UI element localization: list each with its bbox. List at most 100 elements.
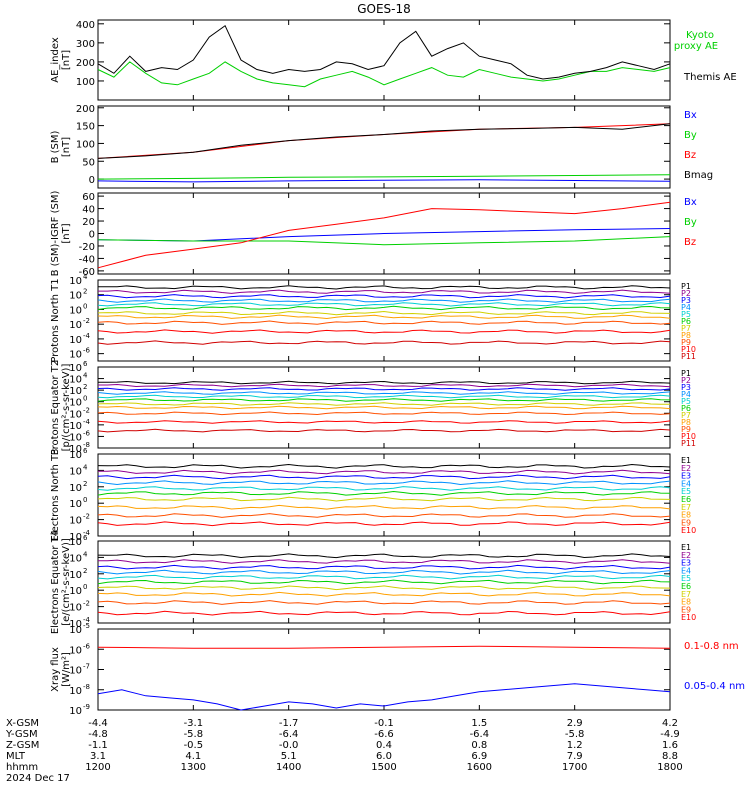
channel-label: P1: [681, 282, 691, 291]
channel-line: [97, 490, 671, 496]
y-tick-exponent: 0: [83, 583, 87, 591]
channel-line: [97, 600, 671, 605]
channel-label: P3: [681, 296, 691, 305]
channel-label: P9: [681, 338, 691, 347]
series-line: [97, 24, 671, 80]
y-tick-exponent: 0: [83, 496, 87, 504]
channel-line: [97, 298, 671, 303]
y-tick-label: 10: [69, 432, 82, 443]
x-row-value: -0.0: [279, 740, 299, 751]
channel-line: [97, 387, 671, 391]
channel-line: [97, 513, 671, 518]
channel-label: P5: [681, 310, 691, 319]
x-row-value: -0.1: [374, 718, 394, 729]
channel-line: [97, 305, 671, 311]
channel-line: [97, 585, 671, 591]
channel-label: E7: [681, 590, 691, 599]
x-row-value: 1.2: [567, 740, 583, 751]
x-row-value: -4.9: [660, 729, 680, 740]
series-line: [97, 61, 671, 88]
y-tick-label: 10: [69, 421, 82, 432]
panel-frame: [97, 540, 671, 624]
y-tick-label: 10: [69, 666, 82, 677]
channel-label: E10: [681, 613, 696, 622]
channel-line: [97, 474, 671, 480]
channel-line: [97, 310, 671, 316]
series-line: [97, 683, 671, 711]
channel-line: [98, 289, 671, 294]
legend-entry: By: [684, 130, 697, 141]
channel-label: P7: [681, 324, 691, 333]
y-tick-label: 10: [69, 625, 82, 636]
y-tick-label: 10: [69, 619, 82, 630]
channel-line: [97, 574, 671, 580]
y-tick-label: 10: [69, 466, 82, 477]
y-tick-exponent: 6: [83, 447, 88, 455]
y-tick-label: 300: [76, 39, 95, 50]
y-axis-unit: [W/m²]: [61, 652, 72, 687]
y-tick-exponent: 2: [83, 288, 87, 296]
series-line: [97, 645, 671, 649]
y-tick-label: 10: [69, 444, 82, 455]
x-row-value: 4.2: [662, 718, 678, 729]
channel-label: P10: [681, 432, 696, 441]
y-tick-label: 10: [69, 398, 82, 409]
chart-title: GOES-18: [357, 2, 411, 16]
legend-entry: proxy AE: [674, 41, 718, 52]
channel-label: E9: [681, 518, 691, 527]
channel-label: P6: [681, 404, 691, 413]
channel-line: [97, 553, 671, 559]
y-axis-label: Electrons Equator T4: [50, 530, 61, 634]
x-row-value: -6.6: [374, 729, 394, 740]
channel-label: P10: [681, 345, 696, 354]
x-row-value: 1.5: [471, 718, 487, 729]
y-tick-label: 10: [69, 570, 82, 581]
x-row-value: 6.0: [376, 751, 392, 762]
channel-label: E10: [681, 526, 696, 535]
channel-line: [97, 486, 671, 491]
channel-line: [97, 496, 671, 502]
y-tick-exponent: -6: [83, 429, 91, 437]
y-tick-label: 10: [69, 516, 82, 527]
channel-label: P8: [681, 418, 691, 427]
channel-line: [97, 320, 671, 325]
y-axis-label: AE_index: [50, 37, 61, 83]
y-axis-label: B (SM): [50, 130, 61, 163]
y-tick-label: 10: [69, 276, 82, 287]
x-row-value: -4.4: [88, 718, 108, 729]
y-tick-label: 10: [69, 499, 82, 510]
channel-line: [97, 591, 671, 597]
x-row-value: 4.1: [185, 751, 201, 762]
y-tick-label: 10: [69, 603, 82, 614]
channel-label: E6: [681, 495, 691, 504]
y-tick-label: 150: [76, 122, 95, 133]
x-row-value: 1700: [562, 762, 587, 773]
x-row-label: X-GSM: [6, 718, 39, 729]
x-row-value: 5.1: [281, 751, 297, 762]
channel-label: P6: [681, 317, 691, 326]
x-row-value: 1.6: [662, 740, 678, 751]
y-tick-exponent: -8: [83, 441, 90, 449]
y-tick-label: 100: [76, 77, 95, 88]
channel-label: E6: [681, 582, 691, 591]
y-tick-label: 10: [69, 386, 82, 397]
channel-label: E4: [681, 566, 691, 575]
channel-label: E2: [681, 464, 691, 473]
series-line: [97, 236, 671, 246]
panel-frame: [97, 628, 671, 711]
y-tick-label: 10: [69, 537, 82, 548]
series-line: [97, 179, 671, 183]
y-tick-label: 10: [69, 450, 82, 461]
x-row-value: -6.4: [470, 729, 490, 740]
legend-entry: By: [684, 217, 697, 228]
y-tick-label: 10: [69, 335, 82, 346]
channel-label: P2: [681, 289, 691, 298]
x-row-value: 1600: [467, 762, 492, 773]
y-tick-label: 100: [76, 139, 95, 150]
channel-label: E1: [681, 456, 691, 465]
channel-line: [97, 398, 671, 402]
legend-entry: 0.05-0.4 nm: [684, 681, 745, 692]
legend-entry: Kyoto: [686, 30, 714, 41]
y-tick-exponent: -5: [83, 622, 90, 630]
y-tick-exponent: 2: [83, 567, 87, 575]
